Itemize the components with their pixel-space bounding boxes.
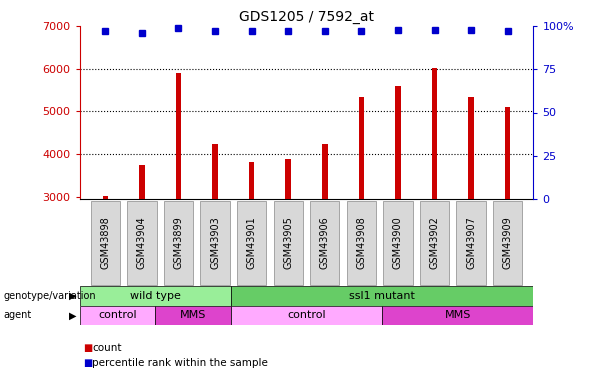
Text: genotype/variation: genotype/variation	[3, 291, 96, 301]
Text: GSM43904: GSM43904	[137, 216, 147, 269]
FancyBboxPatch shape	[382, 306, 533, 325]
Text: GSM43905: GSM43905	[283, 216, 293, 269]
FancyBboxPatch shape	[80, 306, 155, 325]
Bar	[505, 107, 511, 199]
FancyBboxPatch shape	[457, 201, 485, 285]
Text: GSM43902: GSM43902	[430, 216, 440, 269]
Bar	[212, 144, 218, 199]
FancyBboxPatch shape	[273, 201, 303, 285]
Text: GSM43903: GSM43903	[210, 216, 220, 269]
Bar	[286, 159, 291, 199]
Bar	[139, 165, 145, 199]
Text: GSM43899: GSM43899	[173, 216, 183, 269]
Text: ■: ■	[83, 343, 92, 353]
Text: GSM43909: GSM43909	[503, 216, 512, 269]
Text: GSM43906: GSM43906	[320, 216, 330, 269]
Text: GSM43898: GSM43898	[101, 216, 110, 269]
Text: GSM43901: GSM43901	[246, 216, 257, 269]
FancyBboxPatch shape	[420, 201, 449, 285]
FancyBboxPatch shape	[231, 286, 533, 306]
FancyBboxPatch shape	[128, 201, 156, 285]
Text: MMS: MMS	[180, 310, 207, 320]
FancyBboxPatch shape	[493, 201, 522, 285]
Text: control: control	[98, 310, 137, 320]
Bar	[432, 68, 437, 199]
FancyBboxPatch shape	[231, 306, 382, 325]
FancyBboxPatch shape	[164, 201, 193, 285]
FancyBboxPatch shape	[383, 201, 413, 285]
Title: GDS1205 / 7592_at: GDS1205 / 7592_at	[239, 10, 374, 24]
Bar	[249, 162, 254, 199]
FancyBboxPatch shape	[80, 286, 231, 306]
Text: ■: ■	[83, 358, 92, 368]
Text: wild type: wild type	[130, 291, 181, 301]
Bar	[359, 98, 364, 199]
Bar	[468, 97, 474, 199]
FancyBboxPatch shape	[91, 201, 120, 285]
Text: ▶: ▶	[69, 310, 76, 320]
Bar	[102, 196, 108, 199]
Bar	[395, 86, 401, 199]
FancyBboxPatch shape	[155, 306, 231, 325]
Text: ▶: ▶	[69, 291, 76, 301]
FancyBboxPatch shape	[310, 201, 340, 285]
Text: count: count	[92, 343, 121, 353]
FancyBboxPatch shape	[347, 201, 376, 285]
Text: agent: agent	[3, 310, 31, 320]
Text: ssl1 mutant: ssl1 mutant	[349, 291, 415, 301]
Text: GSM43907: GSM43907	[466, 216, 476, 269]
Text: percentile rank within the sample: percentile rank within the sample	[92, 358, 268, 368]
FancyBboxPatch shape	[200, 201, 230, 285]
Bar	[322, 144, 327, 199]
Text: GSM43900: GSM43900	[393, 216, 403, 269]
Text: control: control	[287, 310, 326, 320]
Text: MMS: MMS	[444, 310, 471, 320]
FancyBboxPatch shape	[237, 201, 266, 285]
Text: GSM43908: GSM43908	[356, 216, 367, 269]
Bar	[176, 73, 181, 199]
